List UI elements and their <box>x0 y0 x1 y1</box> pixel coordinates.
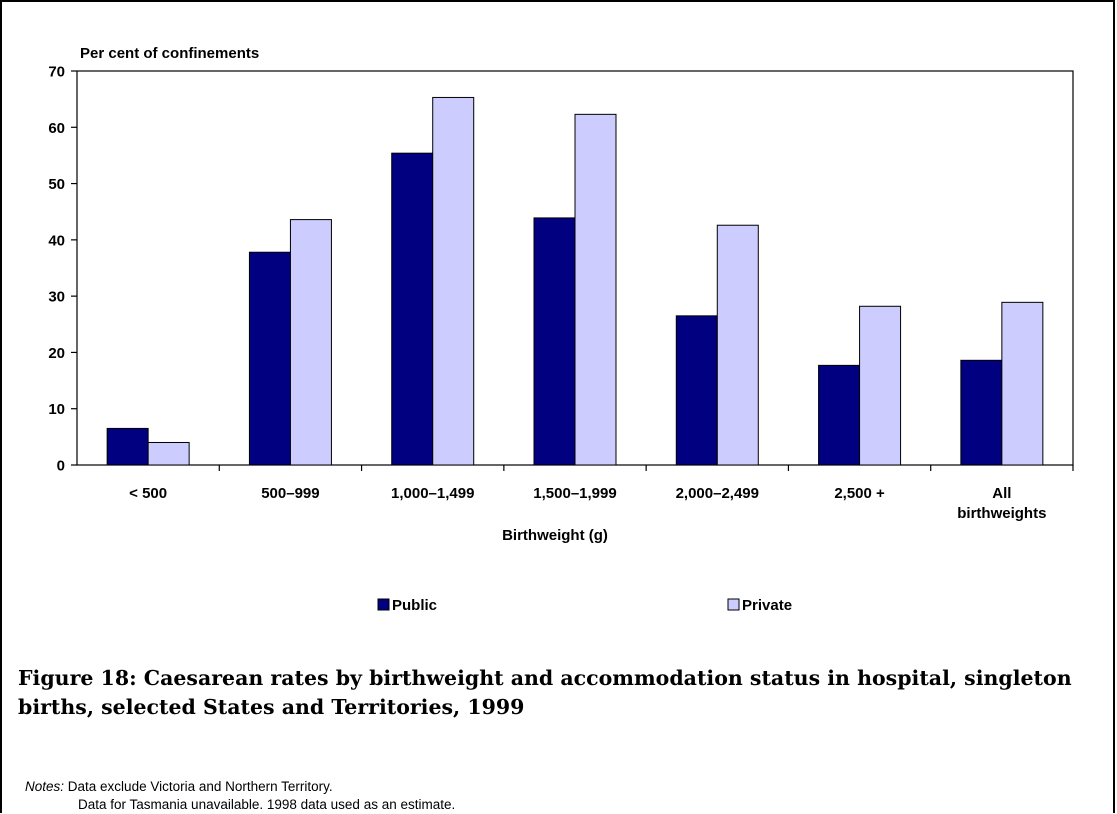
x-tick-label: All <box>992 485 1011 502</box>
bar-private <box>289 219 332 466</box>
bar-public <box>818 364 861 466</box>
x-tick-label: birthweights <box>957 505 1046 522</box>
y-tick-label: 70 <box>48 64 65 81</box>
notes-label: Notes: <box>25 779 65 794</box>
legend-label-public: Public <box>392 597 437 614</box>
note-line-1: Data exclude Victoria and Northern Terri… <box>64 779 333 794</box>
y-axis-label: Per cent of confinements <box>80 45 259 62</box>
bar-public <box>960 359 1003 466</box>
x-axis-label: Birthweight (g) <box>502 527 608 544</box>
y-tick-label: 60 <box>48 120 65 137</box>
legend: Public Private <box>377 597 792 614</box>
bar-public <box>106 427 149 466</box>
y-tick-label: 10 <box>48 401 65 418</box>
bar-public <box>248 251 291 466</box>
y-tick-label: 40 <box>48 232 65 249</box>
y-tick-label: 0 <box>57 458 65 475</box>
bar-chart: Per cent of confinements 0 10 20 30 40 50 60 70… <box>48 45 1074 614</box>
bar-private <box>1001 301 1044 466</box>
bar-public <box>533 217 576 466</box>
legend-label-private: Private <box>742 597 792 614</box>
figure-notes: Notes: Data exclude Victoria and Norther… <box>25 778 455 814</box>
legend-swatch-private <box>727 598 740 611</box>
bar-private <box>716 224 759 466</box>
plot-area: 0 10 20 30 40 50 60 70 < 500 500–999 1,000–1,499 1,… <box>48 64 1074 522</box>
legend-swatch-public <box>377 598 390 611</box>
y-tick-label: 30 <box>48 289 65 306</box>
y-tick-label: 50 <box>48 176 65 193</box>
x-tick-label: 2,000–2,499 <box>676 485 759 502</box>
note-line-2: Data for Tasmania unavailable. 1998 data… <box>78 797 456 812</box>
bar-private <box>147 441 190 466</box>
bar-public <box>675 315 718 466</box>
bar-private <box>432 96 475 466</box>
x-tick-label: 1,000–1,499 <box>391 485 474 502</box>
bar-public <box>391 152 434 466</box>
y-tick-label: 20 <box>48 345 65 362</box>
figure-caption: Figure 18: Caesarean rates by birthweigh… <box>18 666 1072 719</box>
x-tick-label: 500–999 <box>261 485 319 502</box>
bar-private <box>574 113 617 466</box>
x-tick-label: 1,500–1,999 <box>533 485 616 502</box>
x-tick-label: < 500 <box>129 485 167 502</box>
x-tick-label: 2,500 + <box>834 485 885 502</box>
bar-private <box>859 305 902 466</box>
